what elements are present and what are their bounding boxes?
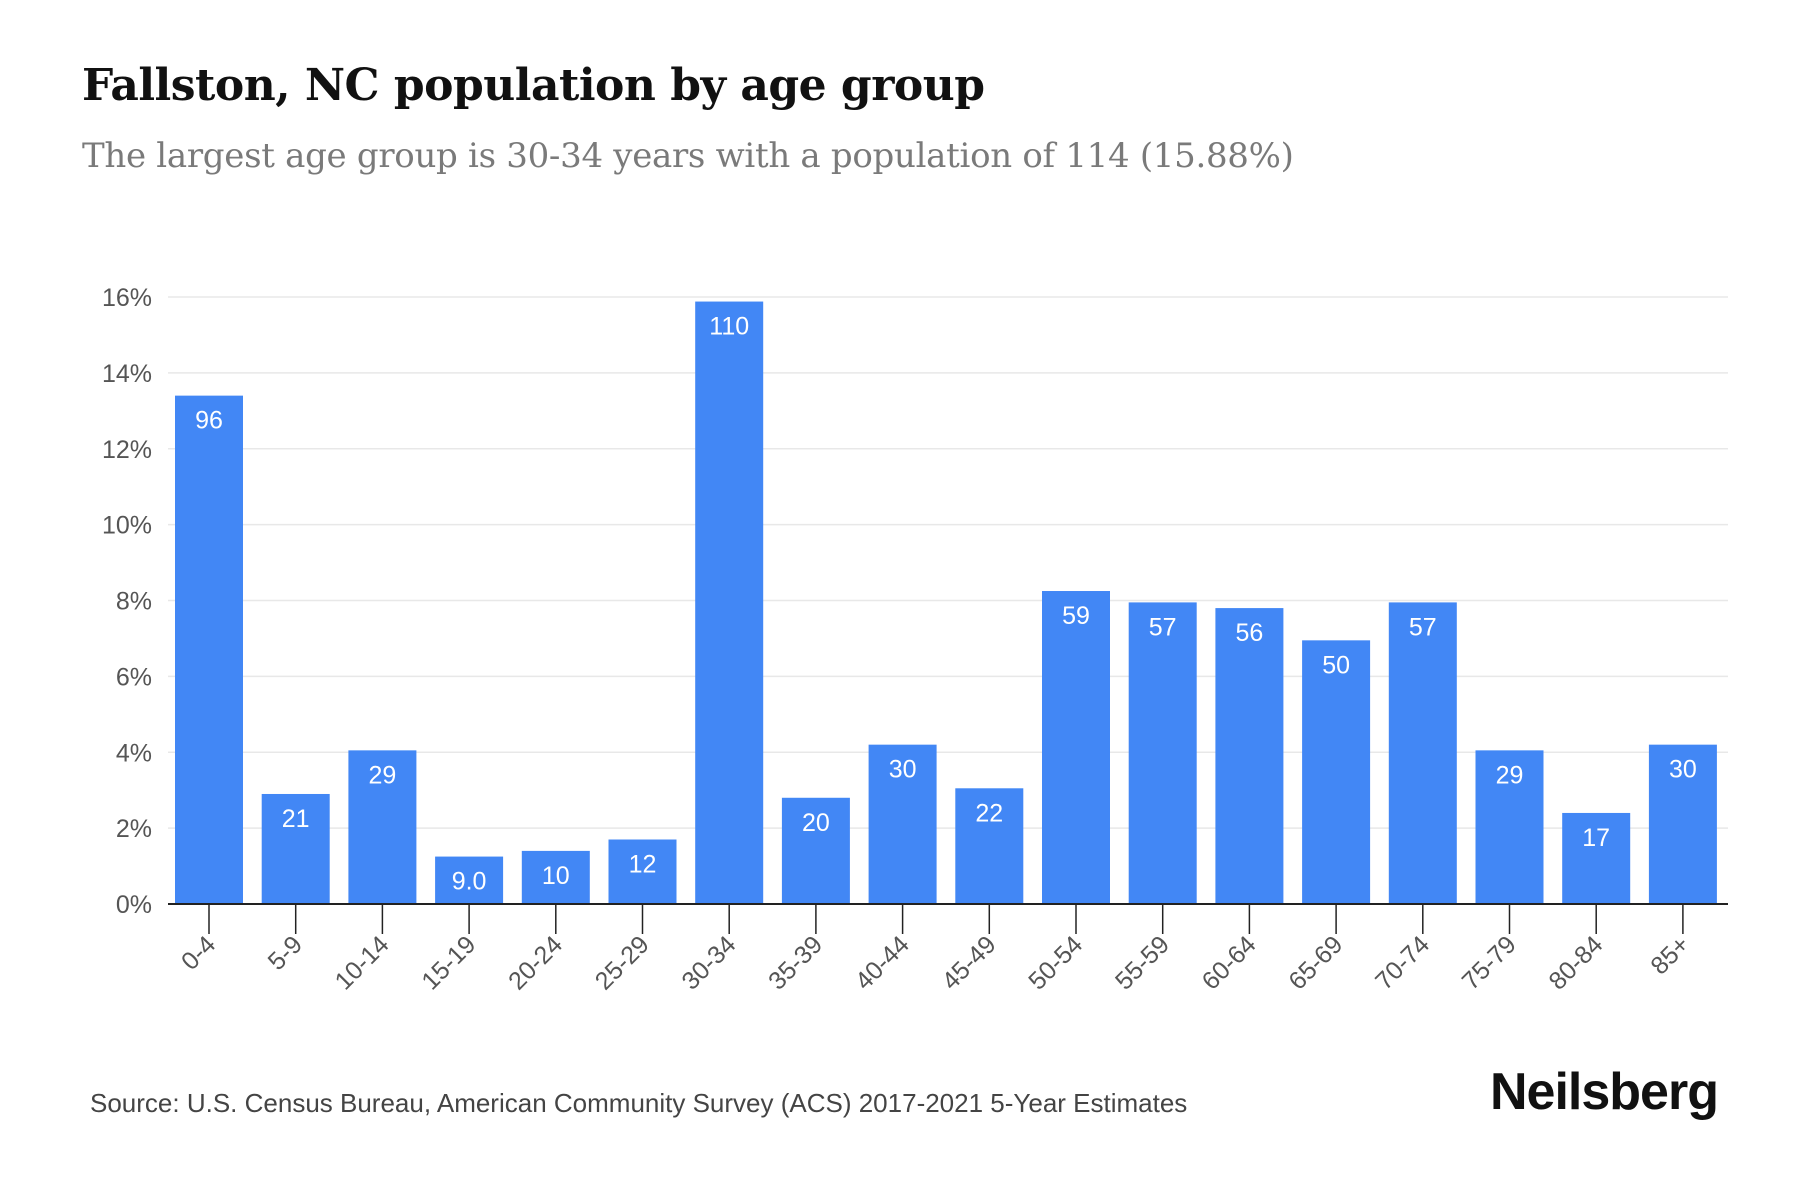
x-tick-label: 75-79: [1457, 930, 1522, 995]
bar: [1128, 602, 1197, 904]
x-tick-label: 60-64: [1197, 930, 1262, 995]
chart-title: Fallston, NC population by age group: [82, 60, 985, 111]
bar-data-label: 110: [709, 313, 749, 341]
bar-data-label: 17: [1582, 824, 1610, 852]
bar: [955, 788, 1024, 904]
bar: [1648, 744, 1717, 904]
bar-data-label: 56: [1235, 619, 1263, 647]
bar: [781, 797, 850, 904]
y-tick-label: 8%: [116, 588, 152, 616]
bar-data-label: 20: [802, 809, 830, 837]
bar-data-label: 9.0: [452, 868, 487, 896]
y-tick-label: 6%: [116, 663, 152, 691]
bar: [1042, 591, 1110, 904]
bar-data-label: 12: [629, 851, 657, 879]
bar: [261, 793, 330, 904]
x-tick-label: 25-29: [590, 930, 655, 995]
bar-data-label: 29: [368, 761, 396, 789]
bar: [175, 395, 243, 904]
x-tick-label: 45-49: [937, 930, 1002, 995]
bar: [348, 750, 417, 904]
bar: [435, 856, 504, 904]
bar-data-label: 10: [542, 862, 570, 890]
bar: [868, 744, 937, 904]
bar-data-label: 57: [1409, 613, 1437, 641]
bar-data-label: 50: [1322, 651, 1350, 679]
x-tick-label: 30-34: [676, 930, 741, 995]
x-tick-label: 40-44: [850, 930, 915, 995]
y-tick-label: 14%: [102, 360, 152, 388]
x-tick-label: 15-19: [416, 930, 481, 995]
bar-data-label: 21: [282, 805, 310, 833]
x-tick-label: 5-9: [263, 930, 308, 975]
source-note: Source: U.S. Census Bureau, American Com…: [90, 1088, 1188, 1118]
bar: [1475, 750, 1544, 904]
x-tick-label: 50-54: [1023, 930, 1088, 995]
y-tick-label: 10%: [102, 512, 152, 540]
x-tick-label: 70-74: [1370, 930, 1435, 995]
bar: [1388, 602, 1457, 904]
bar: [1562, 812, 1631, 904]
bar-data-label: 29: [1496, 761, 1524, 789]
x-tick-label: 55-59: [1110, 930, 1175, 995]
bar-data-label: 96: [195, 407, 223, 435]
bar-data-label: 22: [975, 799, 1003, 827]
bar: [1215, 608, 1284, 904]
x-tick-label: 10-14: [330, 930, 395, 995]
bar-data-label: 30: [889, 756, 917, 784]
bar-data-label: 59: [1062, 602, 1090, 630]
y-tick-label: 0%: [116, 891, 152, 919]
x-tick-label: 80-84: [1543, 930, 1608, 995]
bar: [608, 839, 677, 904]
brand-logo: Neilsberg: [1490, 1063, 1719, 1121]
bar-data-label: 30: [1669, 756, 1697, 784]
y-tick-label: 2%: [116, 815, 152, 843]
y-tick-label: 4%: [116, 739, 152, 767]
bar: [695, 301, 764, 904]
y-tick-label: 12%: [102, 436, 152, 464]
bar: [521, 850, 590, 904]
x-tick-label: 20-24: [503, 930, 568, 995]
bar: [1302, 640, 1371, 904]
x-tick-label: 65-69: [1283, 930, 1348, 995]
x-tick-label: 85+: [1645, 930, 1695, 980]
x-tick-label: 0-4: [176, 930, 221, 975]
bar-data-label: 57: [1149, 613, 1177, 641]
chart-subtitle: The largest age group is 30-34 years wit…: [82, 136, 1294, 176]
x-tick-label: 35-39: [763, 930, 828, 995]
y-tick-label: 16%: [102, 284, 152, 312]
